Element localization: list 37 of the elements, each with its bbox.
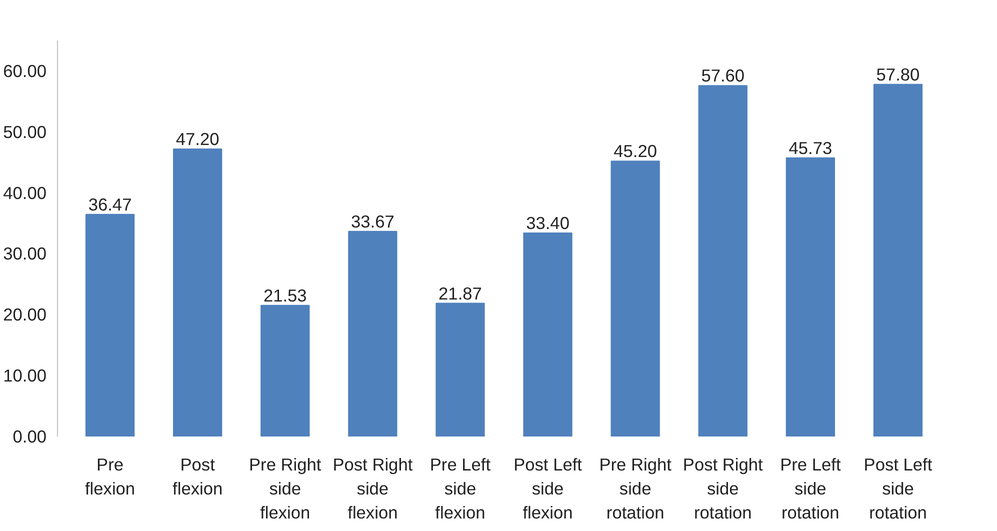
bar <box>173 148 222 436</box>
x-tick-label: Post Left side flexion <box>514 454 582 522</box>
bar <box>85 214 135 436</box>
data-label: 33.67 <box>350 211 394 232</box>
y-tick-label: 50.00 <box>3 122 47 142</box>
bar <box>523 232 572 436</box>
bar <box>610 160 660 436</box>
bar <box>873 84 923 436</box>
x-tick-label: Pre Right side flexion <box>249 454 322 522</box>
x-tick-label: Post Right side flexion <box>332 454 413 522</box>
y-tick-label: 30.00 <box>3 244 47 264</box>
data-label: 21.87 <box>438 283 482 304</box>
data-label: 36.47 <box>88 194 132 214</box>
x-tick-label: Post Right side rotation <box>682 454 764 522</box>
x-tick-label: Post Left side rotation <box>864 454 932 522</box>
y-tick-label: 60.00 <box>3 60 47 81</box>
x-tick-label: Pre Right side rotation <box>599 454 672 522</box>
y-tick-label: 20.00 <box>3 304 47 325</box>
data-label: 45.73 <box>788 138 832 158</box>
data-label: 45.20 <box>614 141 658 162</box>
data-label: 21.53 <box>263 285 307 306</box>
y-tick-label: 10.00 <box>3 366 47 386</box>
bar <box>260 304 310 436</box>
y-tick-label: 40.00 <box>3 182 47 203</box>
y-tick-label: 0.00 <box>12 426 47 446</box>
data-label: 57.60 <box>701 66 745 86</box>
x-tick-label: Pre Left side rotation <box>780 454 841 522</box>
data-label: 47.20 <box>176 128 220 149</box>
x-tick-label: Pre Left side flexion <box>430 454 491 522</box>
x-tick-label: Post flexion <box>172 454 223 498</box>
bar <box>436 302 485 436</box>
bar <box>698 85 748 436</box>
x-tick-label: Pre flexion <box>84 454 136 498</box>
bar <box>786 157 835 436</box>
bar <box>348 230 398 436</box>
data-label: 33.40 <box>526 213 570 234</box>
data-label: 57.80 <box>876 64 920 84</box>
